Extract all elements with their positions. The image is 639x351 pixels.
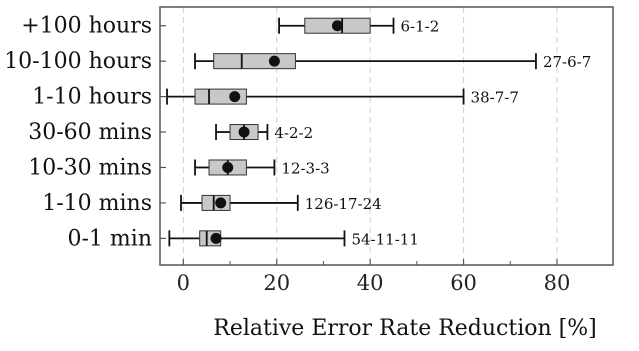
box-group: 12-3-3 [194,159,330,177]
x-tick-label: 40 [357,271,384,295]
mean-marker [215,197,227,209]
category-label: 30-60 mins [28,120,152,145]
category-label: 10-100 hours [4,49,152,74]
box-group: 6-1-2 [278,17,440,36]
count-label: 54-11-11 [351,230,418,248]
mean-marker [331,20,343,32]
category-label: 0-1 min [68,226,153,251]
category-label: 1-10 hours [32,85,152,110]
iqr-box [213,53,296,70]
box-group: 54-11-11 [168,230,419,248]
x-tick-label: 80 [544,271,571,295]
count-label: 6-1-2 [401,18,440,36]
box-group: 4-2-2 [215,124,313,142]
x-tick-label: 0 [177,271,190,295]
box-group: 27-6-7 [194,53,591,71]
count-label: 4-2-2 [274,124,313,142]
mean-marker [268,55,280,67]
category-label: 10-30 mins [28,155,152,180]
axis-ticks: 0 20 40 60 80 [160,25,571,295]
x-tick-label: 20 [263,271,290,295]
grid-lines [182,7,558,265]
mean-marker [229,91,241,103]
mean-marker [222,161,234,173]
count-label: 12-3-3 [281,159,329,177]
box-group: 126-17-24 [180,194,382,213]
count-label: 38-7-7 [471,89,519,107]
category-label: 1-10 mins [42,191,152,216]
box-group: 38-7-7 [166,88,519,107]
mean-marker [238,126,250,138]
category-labels: +100 hours 10-100 hours 1-10 hours 30-60 mi… [4,14,152,252]
count-label: 27-6-7 [543,53,591,71]
count-label: 126-17-24 [305,195,382,213]
x-axis-label: Relative Error Rate Reduction [%] [213,316,596,341]
boxes: 6-1-2 27-6-7 38-7-7 4-2-2 12-3-3 126-17-24 54-… [166,17,591,248]
category-label: +100 hours [21,14,152,39]
x-tick-label: 60 [450,271,477,295]
mean-marker [210,232,222,244]
plot-frame [159,6,614,266]
